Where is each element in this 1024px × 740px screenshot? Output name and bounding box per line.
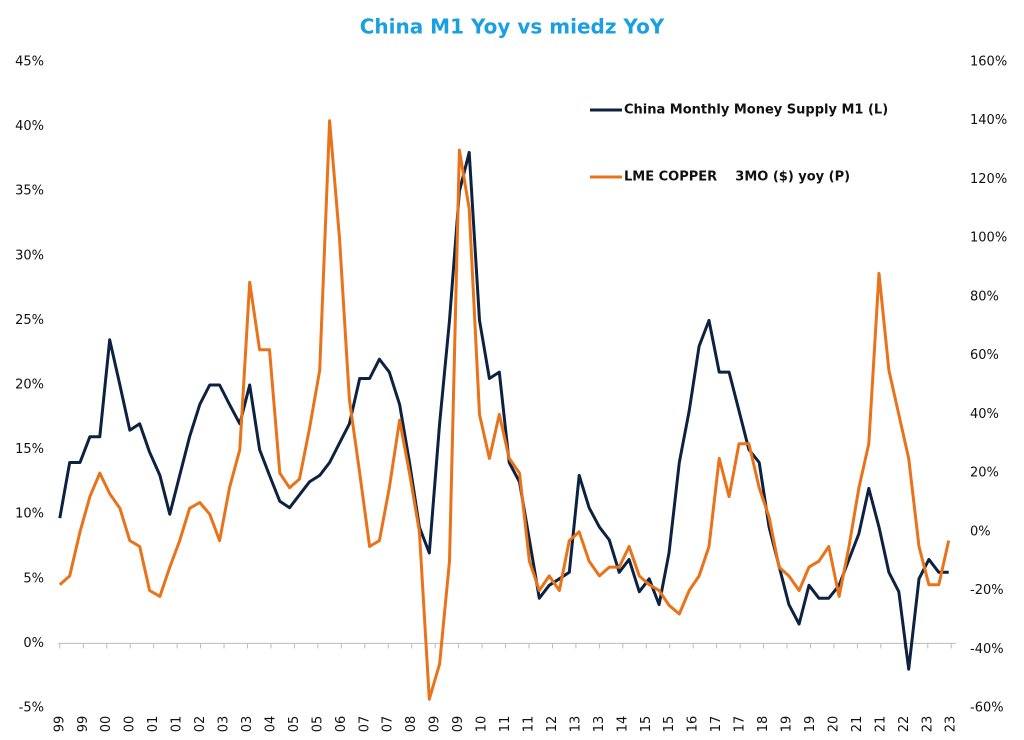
y2-tick-label: 0% xyxy=(970,524,991,539)
y2-tick-label: -20% xyxy=(970,583,1004,598)
x-tick-label: 12 xyxy=(545,716,560,733)
x-tick-label: 06 xyxy=(334,716,349,733)
x-tick-label: 05 xyxy=(287,716,302,733)
x-tick-label: 03 xyxy=(240,716,255,733)
x-tick-label: 19 xyxy=(803,716,818,733)
y-tick-label: 30% xyxy=(15,248,44,263)
x-tick-label: 17 xyxy=(733,716,748,733)
y2-tick-label: 40% xyxy=(970,407,999,422)
x-tick-label: 21 xyxy=(873,716,888,733)
x-tick-label: 11 xyxy=(521,716,536,733)
x-tick-label: 99 xyxy=(76,716,91,733)
x-tick-label: 23 xyxy=(920,716,935,733)
x-tick-label: 15 xyxy=(662,716,677,733)
y2-tick-label: -40% xyxy=(970,642,1004,657)
x-tick-label: 01 xyxy=(170,716,185,733)
x-tick-label: 01 xyxy=(146,716,161,733)
x-tick-label: 14 xyxy=(615,716,630,733)
x-tick-label: 04 xyxy=(263,716,278,733)
y2-tick-label: 100% xyxy=(970,231,1007,246)
y-tick-label: 5% xyxy=(23,571,44,586)
y2-tick-label: 60% xyxy=(970,348,999,363)
x-tick-label: 09 xyxy=(451,716,466,733)
x-tick-label: 22 xyxy=(897,716,912,733)
x-tick-label: 03 xyxy=(217,716,232,733)
x-tick-label: 18 xyxy=(756,716,771,733)
legend-label: China Monthly Money Supply M1 (L) xyxy=(624,103,888,118)
y-tick-label: 15% xyxy=(15,442,44,457)
y2-tick-label: 20% xyxy=(970,466,999,481)
x-tick-label: 23 xyxy=(944,716,959,733)
series-line xyxy=(58,119,951,701)
y2-tick-label: 80% xyxy=(970,289,999,304)
x-tick-label: 09 xyxy=(428,716,443,733)
y-tick-label: 25% xyxy=(15,313,44,328)
x-tick-label: 21 xyxy=(850,716,865,733)
x-tick-label: 05 xyxy=(310,716,325,733)
x-tick-label: 07 xyxy=(381,716,396,733)
x-tick-label: 15 xyxy=(639,716,654,733)
x-tick-label: 08 xyxy=(404,716,419,733)
y-tick-label: 40% xyxy=(15,119,44,134)
x-tick-label: 16 xyxy=(686,716,701,733)
x-tick-label: 20 xyxy=(826,716,841,733)
x-tick-label: 99 xyxy=(52,716,67,733)
x-tick-label: 11 xyxy=(498,716,513,733)
x-tick-label: 17 xyxy=(709,716,724,733)
y-tick-label: 35% xyxy=(15,184,44,199)
x-tick-label: 07 xyxy=(357,716,372,733)
y-tick-label: 0% xyxy=(23,636,44,651)
series-line xyxy=(58,150,949,671)
y-tick-label: 10% xyxy=(15,507,44,522)
x-tick-label: 13 xyxy=(592,716,607,733)
y-tick-label: 45% xyxy=(15,55,44,70)
x-tick-label: 19 xyxy=(780,716,795,733)
chart-title: China M1 Yoy vs miedz YoY xyxy=(360,15,665,39)
y2-tick-label: -60% xyxy=(970,701,1004,716)
x-tick-label: 02 xyxy=(193,716,208,733)
y2-tick-label: 160% xyxy=(970,55,1007,70)
y2-tick-label: 120% xyxy=(970,172,1007,187)
y2-tick-label: 140% xyxy=(970,113,1007,128)
y-tick-label: 20% xyxy=(15,378,44,393)
y-tick-label: -5% xyxy=(19,701,44,716)
x-tick-label: 13 xyxy=(568,716,583,733)
x-tick-label: 00 xyxy=(99,716,114,733)
legend-label: LME COPPER 3MO ($) yoy (P) xyxy=(624,170,850,185)
x-tick-label: 10 xyxy=(475,716,490,733)
x-tick-label: 00 xyxy=(123,716,138,733)
